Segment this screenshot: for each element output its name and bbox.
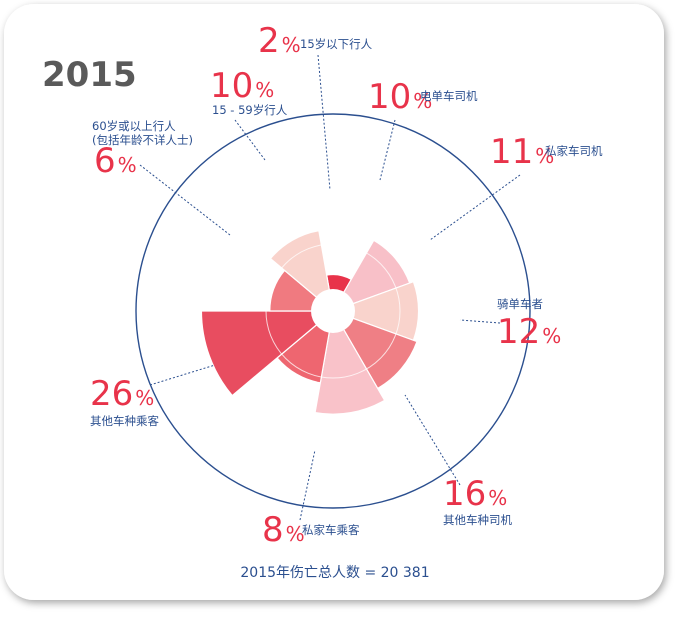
category-label-1: 电单车司机 bbox=[420, 89, 478, 103]
category-label-3: 骑单车者 bbox=[497, 297, 543, 311]
year-title: 2015 bbox=[42, 55, 137, 95]
value-label-0: 2% bbox=[258, 21, 301, 61]
slice-6 bbox=[200, 310, 335, 397]
footer-total: 2015年伤亡总人数 = 20 381 bbox=[240, 565, 429, 581]
value-label-1: 10% bbox=[368, 77, 432, 117]
value-label-2: 11% bbox=[490, 132, 554, 172]
category-label-6: 其他车种乘客 bbox=[90, 414, 159, 428]
category-label-4: 其他车种司机 bbox=[443, 513, 512, 527]
category-label-5: 私家车乘客 bbox=[302, 523, 360, 537]
category-label-8: 15 - 59岁行人 bbox=[212, 103, 288, 117]
value-label-7: 6% bbox=[94, 141, 137, 181]
leader-line-2 bbox=[429, 174, 521, 241]
leader-line-7 bbox=[139, 164, 231, 236]
leader-line-0 bbox=[317, 54, 331, 191]
inner-guide-circle bbox=[265, 243, 401, 379]
leader-lines-group bbox=[139, 54, 521, 521]
value-label-5: 8% bbox=[262, 510, 305, 550]
slice-8 bbox=[269, 229, 334, 313]
value-label-3: 12% bbox=[497, 312, 561, 352]
value-label-6: 26% bbox=[90, 374, 154, 414]
value-label-4: 16% bbox=[443, 474, 507, 514]
category-label-0: 15岁以下行人 bbox=[300, 37, 373, 51]
leader-line-8 bbox=[234, 119, 266, 161]
value-label-8: 10% bbox=[210, 66, 274, 106]
leader-line-6 bbox=[149, 364, 216, 386]
category-label-7: 60岁或以上行人(包括年龄不详人士) bbox=[92, 119, 193, 147]
slices-group bbox=[200, 229, 420, 415]
leader-line-4 bbox=[404, 394, 461, 486]
category-label-2: 私家车司机 bbox=[545, 144, 603, 158]
outer-blue-ring bbox=[135, 113, 531, 509]
slice-4 bbox=[314, 309, 386, 415]
leader-line-3 bbox=[459, 319, 501, 324]
center-hole bbox=[311, 289, 355, 333]
